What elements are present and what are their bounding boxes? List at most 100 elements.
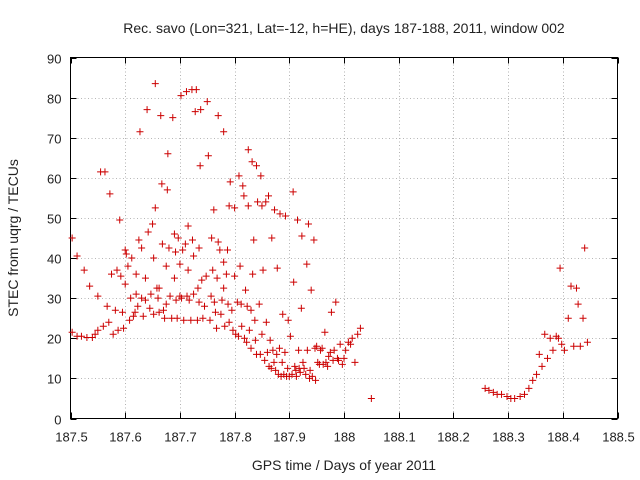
data-point (214, 112, 222, 120)
data-point (159, 306, 167, 314)
data-point (77, 332, 85, 340)
axis-ticks (70, 57, 619, 420)
data-point (327, 308, 335, 316)
data-point (570, 342, 578, 350)
x-tick-label: 187.6 (109, 430, 142, 445)
data-point (313, 342, 321, 350)
data-point (279, 310, 287, 318)
data-point (131, 308, 139, 316)
data-point (220, 284, 228, 292)
data-point (80, 266, 88, 274)
data-point (556, 264, 564, 272)
data-point (308, 372, 316, 380)
data-point (481, 384, 489, 392)
data-point (225, 202, 233, 210)
data-point (281, 348, 289, 356)
data-point (105, 318, 113, 326)
data-point (271, 206, 279, 214)
x-tick-label: 187.5 (55, 430, 88, 445)
data-point (91, 330, 99, 338)
data-point (226, 178, 234, 186)
data-point (103, 302, 111, 310)
data-point (134, 302, 142, 310)
data-point (245, 326, 253, 334)
data-point (157, 112, 165, 120)
data-point (265, 192, 273, 200)
data-point (244, 202, 252, 210)
data-point (169, 114, 177, 122)
y-tick-label: 40 (47, 252, 61, 267)
data-point (68, 234, 76, 242)
data-point (321, 328, 329, 336)
data-point (218, 296, 226, 304)
data-point (220, 128, 228, 136)
y-tick-label: 30 (47, 292, 61, 307)
data-point (210, 206, 218, 214)
data-point (284, 364, 292, 372)
data-point (194, 284, 202, 292)
data-point (258, 330, 266, 338)
data-point (228, 306, 236, 314)
data-point (214, 238, 222, 246)
data-point (166, 292, 174, 300)
data-point (322, 358, 330, 366)
data-point (259, 266, 267, 274)
data-point (179, 246, 187, 254)
data-point (485, 386, 493, 394)
data-point (498, 390, 506, 398)
data-point (108, 270, 116, 278)
x-axis-label: GPS time / Days of year 2011 (252, 457, 436, 473)
data-point (174, 234, 182, 242)
data-point (146, 304, 154, 312)
data-point (225, 318, 233, 326)
data-point (121, 246, 129, 254)
grid-lines (70, 57, 618, 419)
data-point (138, 294, 146, 302)
data-point (583, 338, 591, 346)
data-point (243, 338, 251, 346)
data-point (281, 212, 289, 220)
data-point (132, 270, 140, 278)
data-point (180, 316, 188, 324)
data-point (581, 244, 589, 252)
data-point (185, 296, 193, 304)
data-point (144, 228, 152, 236)
data-point (158, 180, 166, 188)
data-point (276, 210, 284, 218)
data-point (68, 328, 76, 336)
data-point (529, 376, 537, 384)
data-point (106, 190, 114, 198)
data-point (195, 298, 203, 306)
data-point (162, 300, 170, 308)
data-point (206, 316, 214, 324)
data-point (234, 332, 242, 340)
data-point (256, 350, 264, 358)
data-point (86, 282, 94, 290)
y-tick-label: 0 (54, 413, 61, 428)
data-point (155, 308, 163, 316)
data-point (273, 264, 281, 272)
data-point (516, 392, 524, 400)
data-point (173, 314, 181, 322)
data-point (220, 258, 228, 266)
x-tick-label: 188.1 (383, 430, 416, 445)
data-point (231, 272, 239, 280)
data-point (211, 308, 219, 316)
data-point (182, 88, 190, 96)
data-point (266, 336, 274, 344)
data-point (129, 312, 137, 320)
data-point (170, 230, 178, 238)
data-point (176, 260, 184, 268)
data-point (275, 344, 283, 352)
data-point (574, 300, 582, 308)
data-point (111, 306, 119, 314)
data-point (114, 326, 122, 334)
data-point (312, 376, 320, 384)
data-point (217, 310, 225, 318)
data-point (525, 384, 533, 392)
data-point (304, 220, 312, 228)
x-tick-labels: 187.5 187.6 187.7 187.8 187.9 188 188.1 188.2 18… (55, 430, 635, 445)
data-point (181, 240, 189, 248)
data-point (235, 172, 243, 180)
data-point (303, 346, 311, 354)
